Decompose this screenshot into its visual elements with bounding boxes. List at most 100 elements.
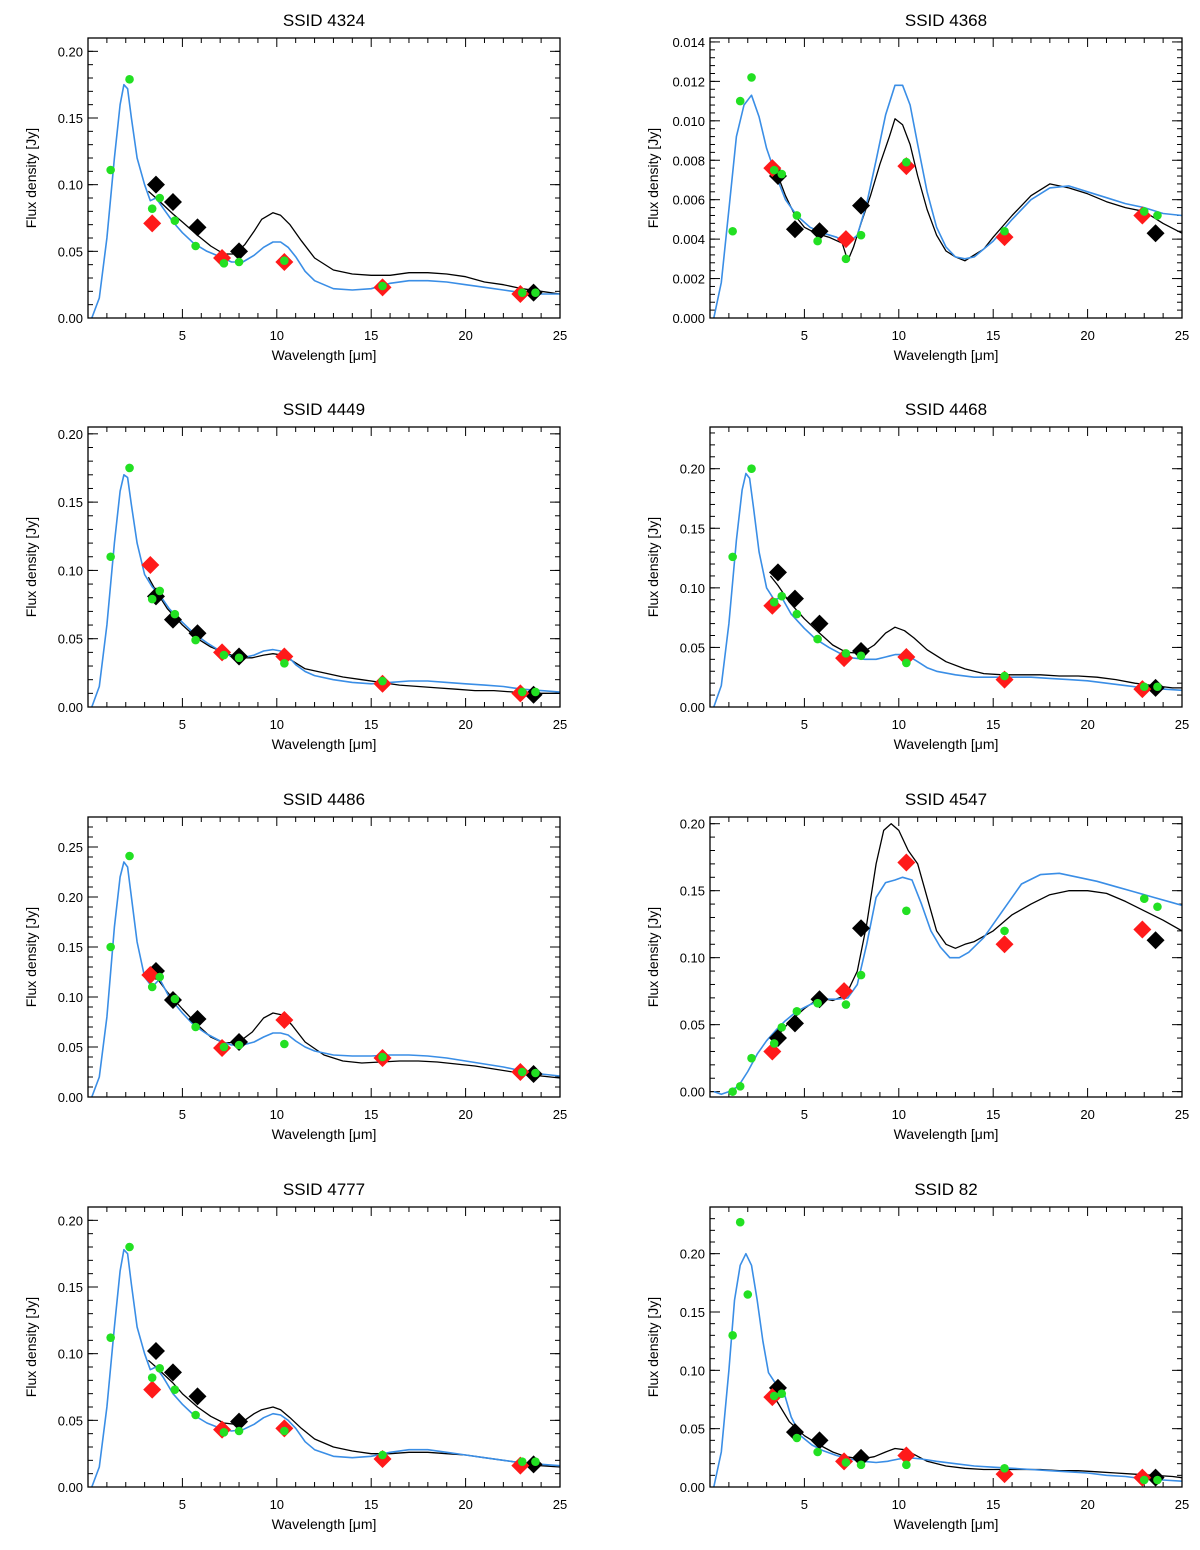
x-tick-label: 25 [1175, 328, 1189, 343]
y-tick-label: 0.25 [58, 840, 83, 855]
black-diamond-point [230, 1412, 249, 1431]
plot-frame [709, 37, 1183, 319]
red-diamond-point [143, 214, 162, 233]
x-tick-label: 20 [458, 1497, 472, 1512]
green-dot-point [125, 851, 134, 861]
x-tick-label: 20 [1080, 1497, 1094, 1512]
y-tick-label: 0.20 [680, 817, 705, 832]
y-tick-label: 0.00 [680, 1085, 705, 1100]
green-dot-point [1153, 211, 1162, 220]
black-diamond-point [785, 589, 804, 608]
y-tick-label: 0.006 [672, 193, 705, 208]
green-dot-point [1153, 1475, 1162, 1485]
green-dot-point [792, 211, 802, 220]
spectrum-line [147, 576, 560, 694]
red-diamond-point [275, 1011, 294, 1029]
green-dot-point [1153, 902, 1162, 912]
y-tick-label: 0.10 [680, 951, 705, 966]
green-dot-point [1139, 682, 1149, 692]
green-dot-point [1000, 226, 1009, 236]
green-dot-point [234, 653, 244, 663]
y-tick-label: 0.15 [58, 1280, 83, 1295]
green-dot-point [1000, 671, 1009, 681]
x-tick-label: 5 [179, 717, 186, 732]
black-diamond-point [146, 175, 165, 194]
plot-area [91, 1242, 560, 1487]
y-tick-label: 0.20 [58, 890, 83, 905]
x-axis-label: Wavelength [μm] [894, 1516, 999, 1532]
green-dot-point [777, 1389, 787, 1398]
black-diamond-point [852, 919, 871, 938]
x-tick-label: 10 [892, 1497, 906, 1512]
black-diamond-point [188, 1387, 207, 1406]
black-diamond-point [785, 220, 804, 239]
x-axis-label: Wavelength [μm] [272, 1126, 377, 1142]
y-tick-label: 0.002 [672, 272, 705, 287]
x-tick-label: 25 [1175, 1497, 1189, 1512]
red-diamond-point [995, 228, 1014, 247]
green-dot-point [125, 75, 134, 84]
x-tick-label: 5 [179, 328, 186, 343]
model-line [91, 83, 560, 318]
y-tick-label: 0.008 [672, 153, 705, 168]
x-tick-label: 15 [364, 1497, 378, 1512]
red-diamond-point [143, 1380, 162, 1399]
x-tick-label: 5 [801, 1107, 808, 1122]
y-tick-label: 0.15 [58, 495, 83, 510]
plot-area [713, 73, 1182, 318]
x-axis-label: Wavelength [μm] [272, 347, 377, 363]
black-diamond-point [810, 1431, 829, 1450]
green-dot-point [769, 1391, 779, 1401]
black-diamond-point [188, 1010, 207, 1028]
y-tick-label: 0.15 [680, 521, 705, 536]
x-tick-label: 5 [801, 328, 808, 343]
green-dot-point [155, 972, 165, 982]
green-dot-point [747, 1053, 756, 1063]
black-diamond-point [810, 614, 829, 633]
y-tick-label: 0.10 [680, 581, 705, 596]
x-tick-label: 5 [179, 1497, 186, 1512]
green-dot-point [1139, 1475, 1149, 1485]
green-dot-point [517, 687, 527, 697]
chart-title: SSID 4486 [283, 790, 365, 809]
x-tick-label: 15 [986, 328, 1000, 343]
model-line [91, 861, 560, 1097]
green-dot-point [147, 1373, 157, 1382]
chart-panel: SSID 4486 5 10 15 20 25 0.00 0.05 0.10 0.15 0.20 0.… [23, 790, 567, 1142]
x-tick-label: 10 [270, 328, 284, 343]
x-tick-label: 10 [892, 328, 906, 343]
y-tick-label: 0.004 [672, 232, 705, 247]
green-dot-point [106, 165, 115, 175]
green-dot-point [219, 1042, 229, 1052]
chart-panel: SSID 4368 5 10 15 20 25 0.000 0.002 0.004 0.006 0.… [645, 11, 1189, 363]
y-axis-label: Flux density [Jy] [645, 517, 661, 617]
red-diamond-point [836, 230, 855, 249]
red-diamond-point [1133, 920, 1152, 939]
chart-panel: SSID 4449 5 10 15 20 25 0.00 0.05 0.10 0.15 0.20 Wa… [23, 400, 567, 752]
green-dot-point [191, 1410, 200, 1420]
x-tick-label: 25 [1175, 1107, 1189, 1122]
green-dot-point [1139, 207, 1149, 216]
y-tick-label: 0.20 [58, 427, 83, 442]
green-dot-point [777, 591, 787, 601]
green-dot-point [531, 1457, 540, 1466]
green-dot-point [378, 1450, 387, 1460]
y-tick-label: 0.05 [58, 1413, 83, 1428]
model-line [713, 84, 1182, 318]
plot-area [713, 823, 1182, 1096]
x-tick-label: 25 [553, 1497, 567, 1512]
y-tick-label: 0.15 [58, 111, 83, 126]
green-dot-point [856, 1460, 866, 1470]
green-dot-point [856, 230, 866, 240]
chart-title: SSID 4468 [905, 400, 987, 419]
plot-frame [709, 426, 1183, 708]
green-dot-point [735, 1217, 745, 1227]
x-tick-label: 25 [1175, 717, 1189, 732]
y-tick-label: 0.20 [680, 1247, 705, 1262]
x-tick-label: 10 [270, 1497, 284, 1512]
green-dot-point [125, 1242, 134, 1252]
x-axis-label: Wavelength [μm] [894, 347, 999, 363]
black-diamond-point [230, 242, 249, 261]
chart-panel: SSID 4777 5 10 15 20 25 0.00 0.05 0.10 0.15 0.20 Wa… [23, 1180, 567, 1532]
